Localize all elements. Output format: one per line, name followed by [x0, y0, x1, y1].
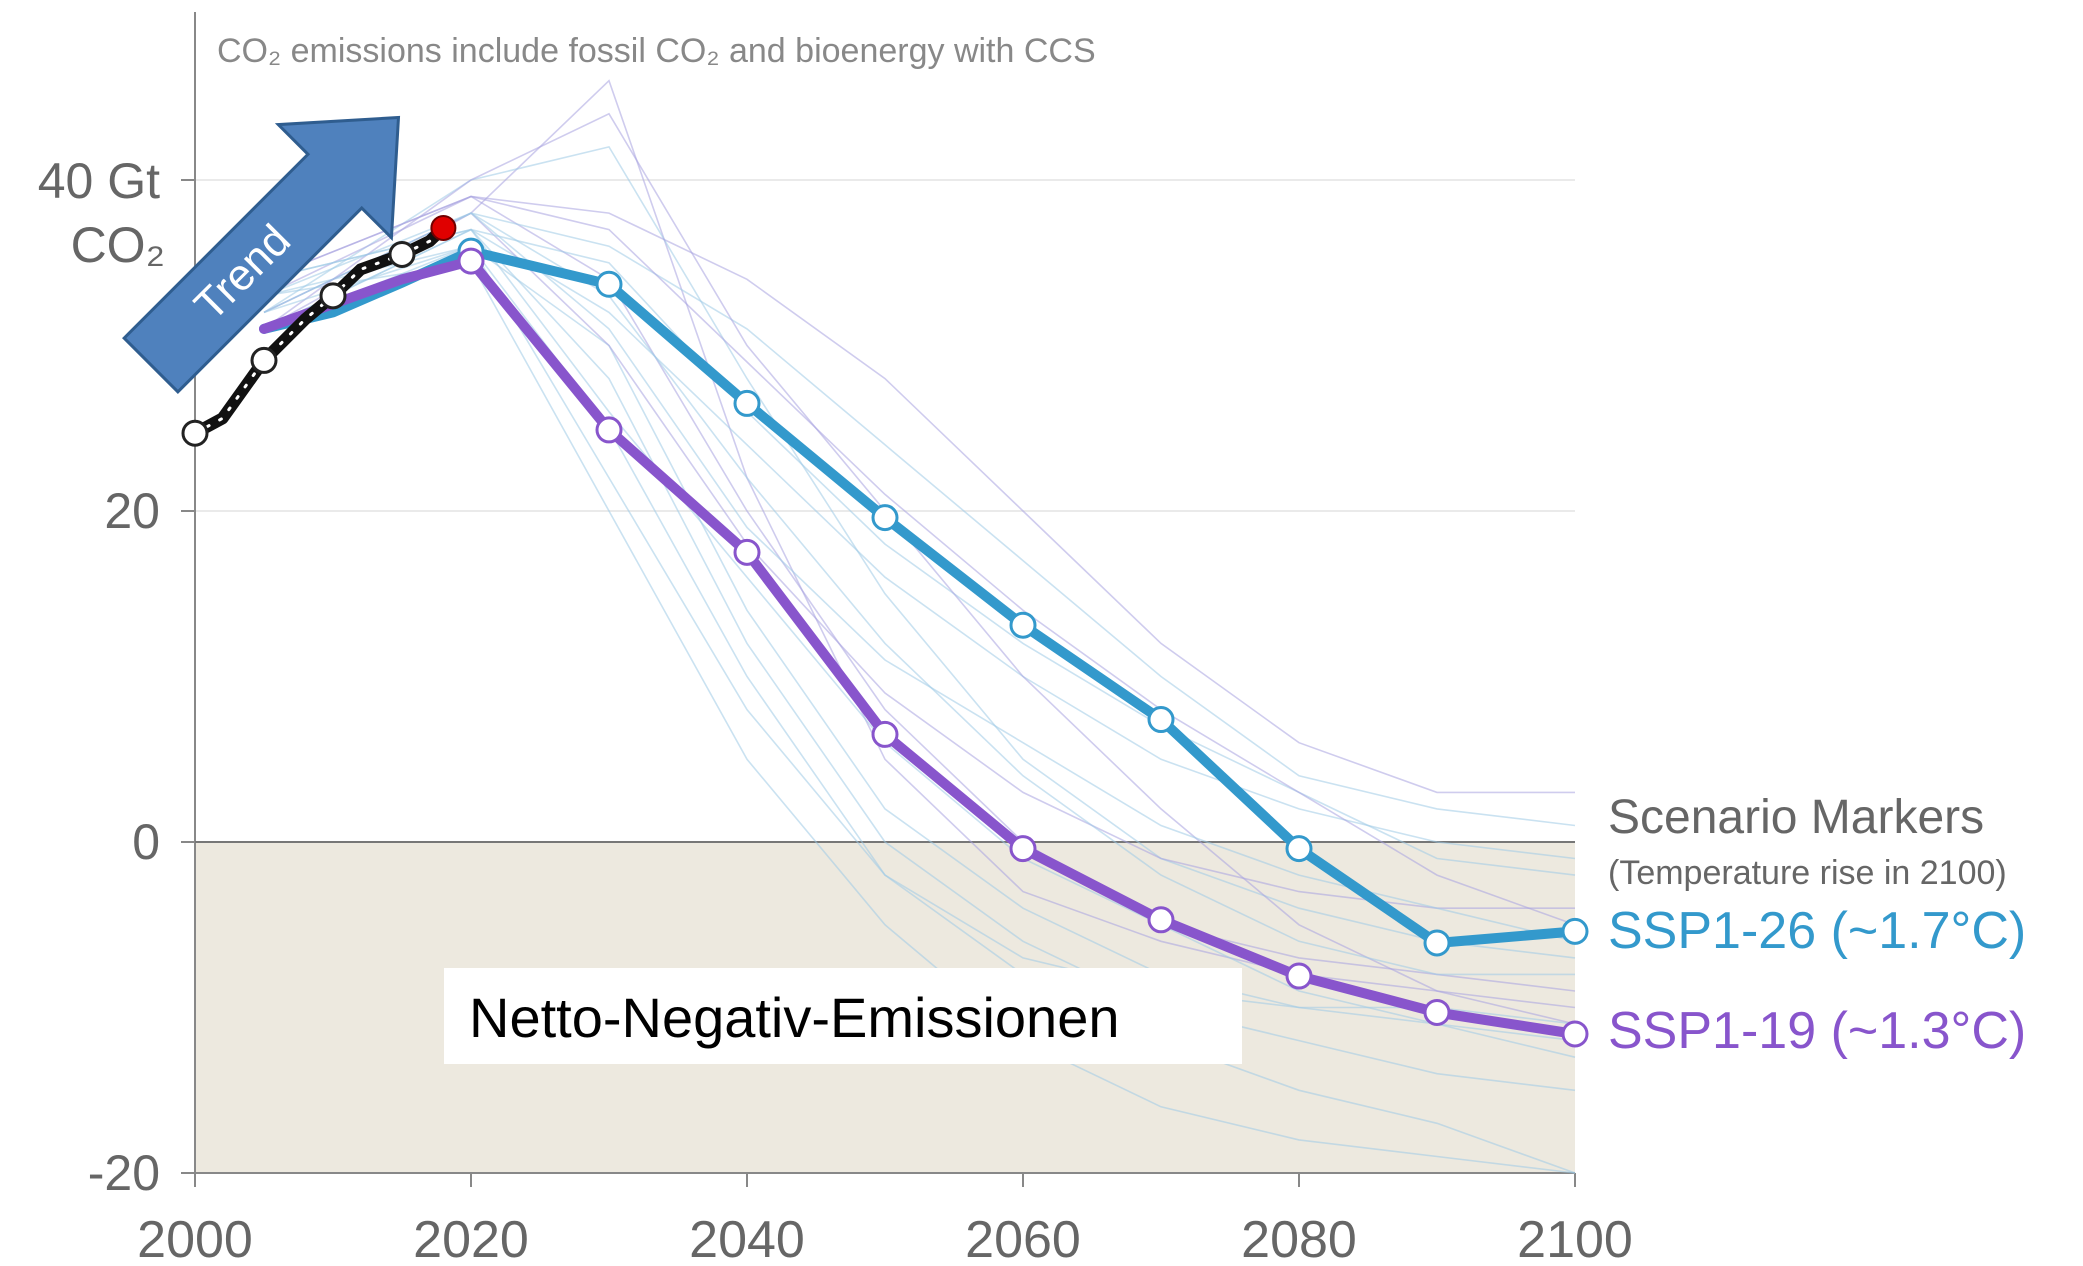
x-tick-label: 2020 — [413, 1211, 529, 1266]
x-tick-label: 2060 — [965, 1211, 1081, 1266]
historical-point — [181, 419, 209, 447]
x-tick-label: 2000 — [137, 1211, 253, 1266]
ssp126-point — [1423, 929, 1451, 957]
historical-point — [388, 240, 416, 268]
scenario-line — [263, 245, 1576, 1174]
ssp119-point — [871, 720, 899, 748]
axis-labels: 2000 2020 2040 2060 2080 2100 20 0 -20 — [88, 483, 1633, 1266]
latest-point — [430, 214, 457, 241]
negative-label-box — [444, 968, 1242, 1064]
ssp119-point — [595, 416, 623, 444]
trend-arrow-shape — [122, 115, 401, 394]
ssp119-point — [1147, 906, 1175, 934]
ssp119-point — [457, 247, 485, 275]
ssp119-point — [1009, 835, 1037, 863]
historical-emissions — [181, 214, 457, 447]
scenario-line — [263, 212, 1576, 943]
ssp126-point — [871, 504, 899, 532]
scenario-line — [263, 195, 1576, 926]
x-tick-label: 2100 — [1517, 1211, 1633, 1266]
ssp126-point — [733, 389, 761, 417]
y-unit-label-1: 40 Gt — [38, 153, 160, 209]
axis-ticks — [181, 179, 1576, 1187]
ssp119-point — [1561, 1020, 1589, 1048]
scenario-line — [263, 212, 1576, 827]
background-scenarios — [263, 79, 1576, 1174]
scenario-line — [263, 195, 1576, 992]
historical-point — [319, 282, 347, 310]
ssp119-point — [1285, 962, 1313, 990]
x-tick-label: 2080 — [1241, 1211, 1357, 1266]
legend-title: Scenario Markers — [1608, 791, 1984, 844]
ssp126-point — [1561, 917, 1589, 945]
negative-emissions-label: Netto-Negativ-Emissionen — [469, 986, 1119, 1049]
ssp119-line — [259, 256, 1580, 1039]
ssp126-point — [1285, 835, 1313, 863]
ssp119-point — [1423, 998, 1451, 1026]
ssp126-point — [595, 270, 623, 298]
scenario-line — [263, 228, 1576, 1058]
scenario-line — [263, 228, 1576, 1092]
y-tick-label: 20 — [104, 483, 160, 539]
ssp126-point — [1009, 611, 1037, 639]
legend-ssp126: SSP1-26 (~1.7°C) — [1608, 902, 2026, 960]
scenario-line — [263, 195, 1575, 794]
ssp126-point — [1147, 706, 1175, 734]
scenario-line — [263, 212, 1575, 909]
scenario-line — [263, 245, 1576, 1042]
scenario-line — [263, 145, 1576, 959]
legend-ssp119: SSP1-19 (~1.3°C) — [1608, 1002, 2026, 1060]
series-lines — [259, 237, 1589, 1048]
x-tick-label: 2040 — [689, 1211, 805, 1266]
historical-point — [250, 346, 278, 374]
y-tick-label: 0 — [132, 814, 160, 870]
y-tick-label: -20 — [88, 1145, 160, 1201]
scenario-line — [263, 212, 1575, 976]
y-unit-label-2: CO₂ — [71, 217, 165, 273]
ssp119-point — [733, 538, 761, 566]
legend-subtitle: (Temperature rise in 2100) — [1608, 854, 2007, 892]
chart-note: CO₂ emissions include fossil CO₂ and bio… — [217, 32, 1096, 70]
